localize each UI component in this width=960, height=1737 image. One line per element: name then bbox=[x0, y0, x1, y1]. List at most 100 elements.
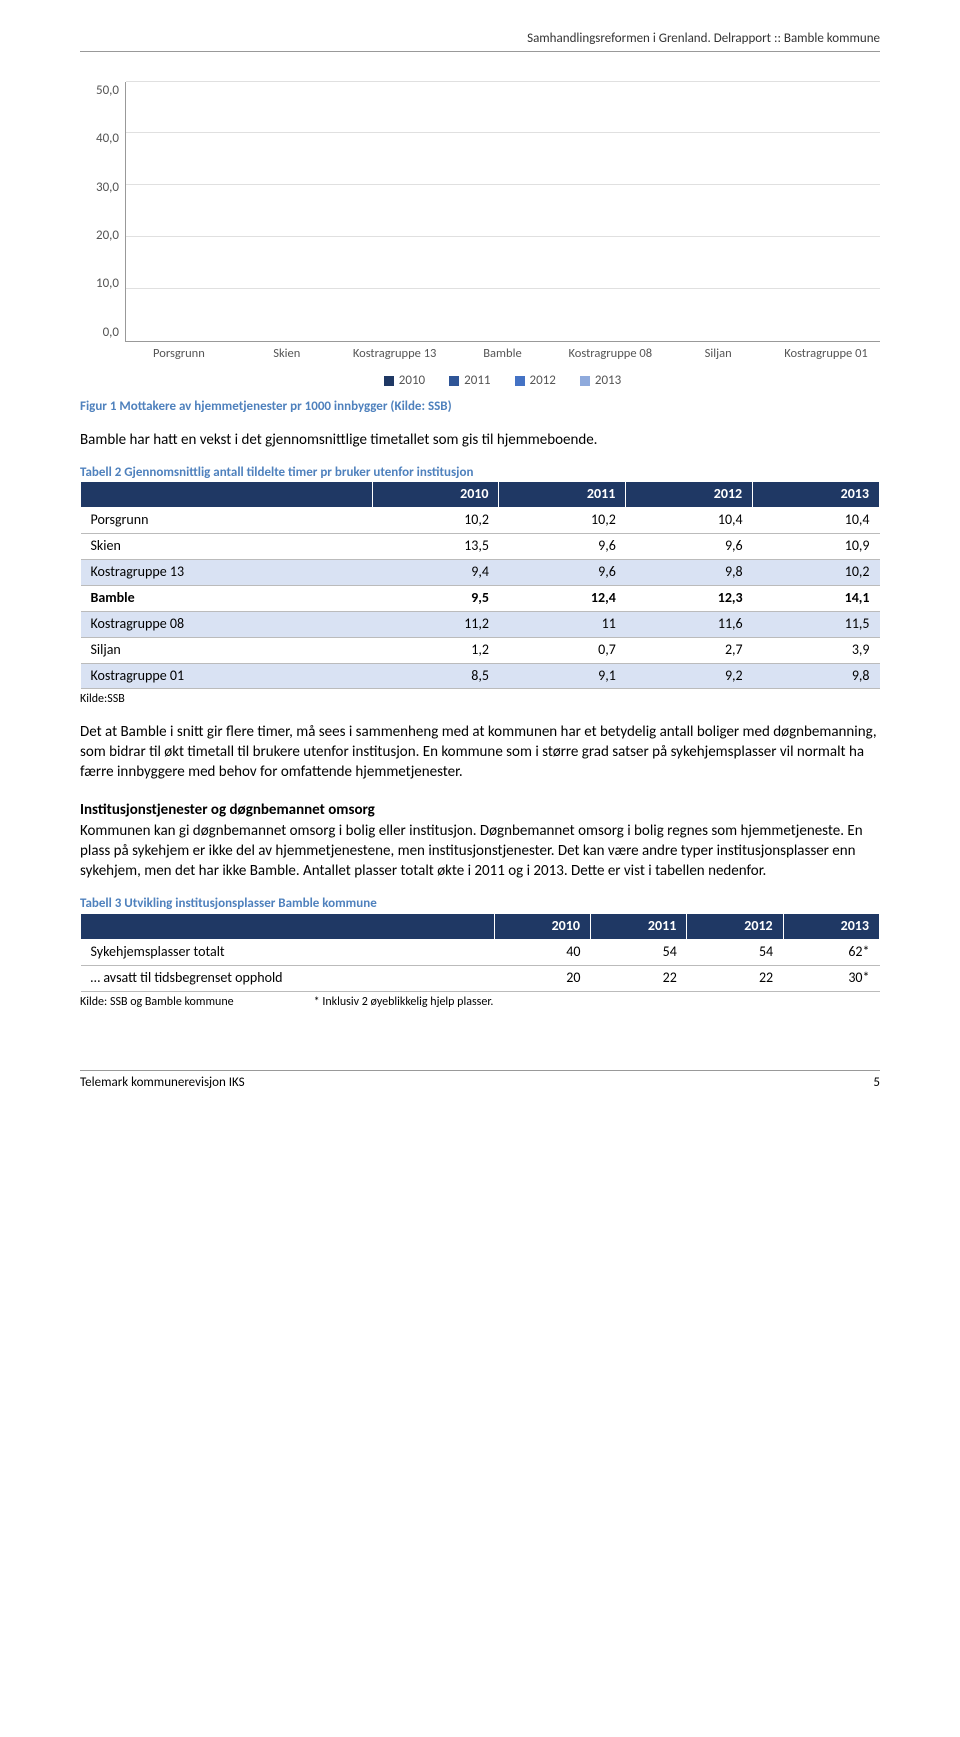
chart-y-tick: 20,0 bbox=[96, 227, 119, 245]
bar-chart: 50,040,030,020,010,00,0 PorsgrunnSkienKo… bbox=[80, 82, 880, 390]
table-cell: 12,4 bbox=[499, 585, 626, 611]
table-header-cell: 2011 bbox=[590, 913, 686, 939]
table-row-label: Bamble bbox=[81, 585, 373, 611]
chart-legend: 2010 2011 2012 2013 bbox=[125, 372, 880, 390]
table-3-source-row: Kilde: SSB og Bamble kommune * Inklusiv … bbox=[80, 994, 880, 1010]
table-cell: 54 bbox=[687, 939, 783, 965]
para-3: Kommunen kan gi døgnbemannet omsorg i bo… bbox=[80, 821, 880, 882]
table-cell: 9,8 bbox=[626, 559, 753, 585]
subsection-heading: Institusjonstjenester og døgnbemannet om… bbox=[80, 800, 880, 820]
chart-bars bbox=[126, 82, 880, 341]
chart-x-labels: PorsgrunnSkienKostragruppe 13BambleKostr… bbox=[125, 346, 880, 363]
table-row-label: Sykehjemsplasser totalt bbox=[81, 939, 495, 965]
chart-x-label: Kostragruppe 01 bbox=[781, 346, 871, 363]
table-3-caption: Tabell 3 Utvikling institusjonsplasser B… bbox=[80, 895, 880, 913]
table-row-label: Porsgrunn bbox=[81, 508, 373, 534]
table-cell: 11,2 bbox=[372, 611, 499, 637]
table-2-caption: Tabell 2 Gjennomsnittlig antall tildelte… bbox=[80, 464, 880, 482]
chart-x-label: Porsgrunn bbox=[134, 346, 224, 363]
table-3-source: Kilde: SSB og Bamble kommune bbox=[80, 994, 234, 1010]
figure-1-caption: Figur 1 Mottakere av hjemmetjenester pr … bbox=[80, 398, 880, 416]
table-row: Kostragruppe 139,49,69,810,2 bbox=[81, 559, 880, 585]
table-header-cell: 2012 bbox=[687, 913, 783, 939]
table-cell: 0,7 bbox=[499, 637, 626, 663]
table-row: Bamble9,512,412,314,1 bbox=[81, 585, 880, 611]
table-cell: 22 bbox=[590, 965, 686, 991]
table-cell: 62* bbox=[783, 939, 879, 965]
table-2-source: Kilde:SSB bbox=[80, 691, 880, 707]
legend-label: 2013 bbox=[595, 372, 621, 390]
table-cell: 11,6 bbox=[626, 611, 753, 637]
chart-legend-item: 2013 bbox=[580, 372, 621, 390]
chart-y-tick: 0,0 bbox=[103, 324, 119, 342]
chart-x-label: Kostragruppe 13 bbox=[350, 346, 440, 363]
table-row-label: Kostragruppe 08 bbox=[81, 611, 373, 637]
table-row: Sykehjemsplasser totalt40545462* bbox=[81, 939, 880, 965]
table-cell: 8,5 bbox=[372, 663, 499, 689]
table-row-label: Kostragruppe 01 bbox=[81, 663, 373, 689]
table-cell: 9,1 bbox=[499, 663, 626, 689]
table-row: Skien13,59,69,610,9 bbox=[81, 534, 880, 560]
table-cell: 11 bbox=[499, 611, 626, 637]
table-cell: 54 bbox=[590, 939, 686, 965]
table-cell: 10,2 bbox=[372, 508, 499, 534]
chart-y-tick: 40,0 bbox=[96, 130, 119, 148]
table-cell: 14,1 bbox=[753, 585, 880, 611]
table-cell: 9,6 bbox=[499, 534, 626, 560]
para-2: Det at Bamble i snitt gir flere timer, m… bbox=[80, 722, 880, 783]
table-header-cell: 2013 bbox=[753, 482, 880, 508]
footer-page-number: 5 bbox=[873, 1074, 880, 1092]
chart-y-tick: 30,0 bbox=[96, 179, 119, 197]
table-cell: 22 bbox=[687, 965, 783, 991]
legend-swatch bbox=[515, 376, 525, 386]
table-3-note: * Inklusiv 2 øyeblikkelig hjelp plasser. bbox=[314, 994, 494, 1010]
table-cell: 10,2 bbox=[753, 559, 880, 585]
table-row-label: Kostragruppe 13 bbox=[81, 559, 373, 585]
legend-swatch bbox=[384, 376, 394, 386]
table-header-cell: 2012 bbox=[626, 482, 753, 508]
table-header-cell: 2010 bbox=[494, 913, 590, 939]
table-cell: 3,9 bbox=[753, 637, 880, 663]
page-footer: Telemark kommunerevisjon IKS 5 bbox=[80, 1070, 880, 1092]
table-header-cell: 2011 bbox=[499, 482, 626, 508]
table-cell: 10,4 bbox=[753, 508, 880, 534]
table-row: Kostragruppe 018,59,19,29,8 bbox=[81, 663, 880, 689]
page-header: Samhandlingsreformen i Grenland. Delrapp… bbox=[80, 30, 880, 52]
table-row: Kostragruppe 0811,21111,611,5 bbox=[81, 611, 880, 637]
table-row: Siljan1,20,72,73,9 bbox=[81, 637, 880, 663]
table-2: 2010201120122013Porsgrunn10,210,210,410,… bbox=[80, 481, 880, 689]
table-cell: 9,5 bbox=[372, 585, 499, 611]
table-cell: 9,2 bbox=[626, 663, 753, 689]
table-row-label: … avsatt til tidsbegrenset opphold bbox=[81, 965, 495, 991]
para-1: Bamble har hatt en vekst i det gjennomsn… bbox=[80, 430, 880, 450]
table-row: … avsatt til tidsbegrenset opphold202222… bbox=[81, 965, 880, 991]
chart-y-tick: 10,0 bbox=[96, 275, 119, 293]
chart-legend-item: 2012 bbox=[515, 372, 556, 390]
table-cell: 13,5 bbox=[372, 534, 499, 560]
table-row: Porsgrunn10,210,210,410,4 bbox=[81, 508, 880, 534]
table-header-cell: 2013 bbox=[783, 913, 879, 939]
chart-x-label: Siljan bbox=[673, 346, 763, 363]
table-cell: 10,4 bbox=[626, 508, 753, 534]
table-header-cell bbox=[81, 482, 373, 508]
table-cell: 1,2 bbox=[372, 637, 499, 663]
table-cell: 10,9 bbox=[753, 534, 880, 560]
table-cell: 9,8 bbox=[753, 663, 880, 689]
table-cell: 40 bbox=[494, 939, 590, 965]
chart-y-axis: 50,040,030,020,010,00,0 bbox=[80, 82, 125, 342]
table-cell: 30* bbox=[783, 965, 879, 991]
chart-legend-item: 2010 bbox=[384, 372, 425, 390]
table-cell: 2,7 bbox=[626, 637, 753, 663]
chart-x-label: Kostragruppe 08 bbox=[565, 346, 655, 363]
legend-label: 2011 bbox=[464, 372, 490, 390]
table-cell: 9,6 bbox=[626, 534, 753, 560]
table-cell: 9,6 bbox=[499, 559, 626, 585]
table-cell: 10,2 bbox=[499, 508, 626, 534]
table-row-label: Skien bbox=[81, 534, 373, 560]
table-row-label: Siljan bbox=[81, 637, 373, 663]
chart-x-label: Skien bbox=[242, 346, 332, 363]
legend-swatch bbox=[580, 376, 590, 386]
legend-swatch bbox=[449, 376, 459, 386]
table-header-cell: 2010 bbox=[372, 482, 499, 508]
table-3: 2010201120122013Sykehjemsplasser totalt4… bbox=[80, 913, 880, 992]
